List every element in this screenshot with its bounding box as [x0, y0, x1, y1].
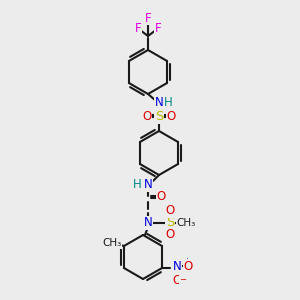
- Text: F: F: [145, 11, 151, 25]
- Text: CH₃: CH₃: [176, 218, 196, 228]
- Text: H: H: [164, 97, 172, 110]
- Text: N: N: [154, 97, 164, 110]
- Text: F: F: [155, 22, 161, 34]
- Text: O: O: [142, 110, 152, 124]
- Text: O: O: [167, 110, 176, 124]
- Text: O: O: [156, 190, 166, 203]
- Text: +: +: [184, 257, 190, 266]
- Text: N: N: [144, 178, 152, 191]
- Text: O: O: [165, 229, 175, 242]
- Text: N: N: [144, 217, 152, 230]
- Text: N: N: [173, 260, 182, 272]
- Text: CH₃: CH₃: [102, 238, 122, 248]
- Text: H: H: [133, 178, 141, 191]
- Text: O: O: [183, 260, 193, 272]
- Text: −: −: [180, 275, 187, 284]
- Text: O: O: [165, 205, 175, 218]
- Text: F: F: [135, 22, 141, 34]
- Text: S: S: [155, 110, 163, 124]
- Text: S: S: [166, 217, 174, 230]
- Text: O: O: [172, 274, 182, 286]
